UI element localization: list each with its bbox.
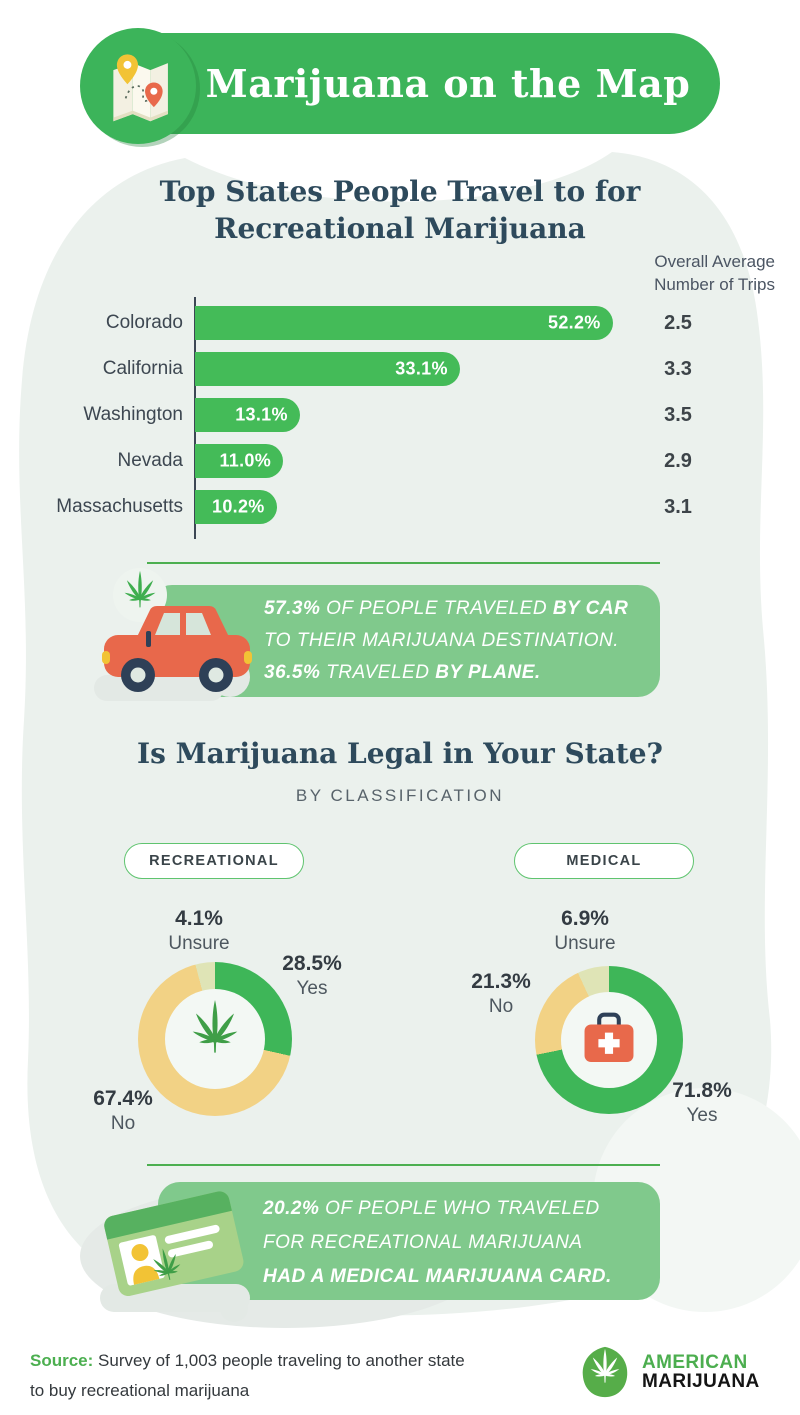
divider-line xyxy=(147,1164,660,1166)
bar-chart-axis xyxy=(194,297,196,539)
source-label: Source: xyxy=(30,1351,94,1370)
cannabis-leaf-icon xyxy=(191,999,239,1053)
bar-colorado: 52.2% xyxy=(195,306,613,340)
logo-line1: AMERICAN xyxy=(642,1352,748,1373)
donut-label-yes: 71.8% Yes xyxy=(672,1079,732,1126)
divider-line xyxy=(147,562,660,564)
medical-pill[interactable]: MEDICAL xyxy=(514,843,694,879)
bar-chart-title-line2: Recreational Marijuana xyxy=(214,212,586,245)
bar-category-label: Nevada xyxy=(117,450,184,471)
bar-row: Massachusetts 10.2% 3.1 xyxy=(0,490,800,524)
trips-value: 3.1 xyxy=(664,495,692,518)
bar-category-label: Colorado xyxy=(105,312,183,333)
trips-value: 2.5 xyxy=(664,311,692,334)
bar-nevada: 11.0% xyxy=(195,444,283,478)
donut-label-no: 67.4% No xyxy=(93,1087,153,1134)
recreational-pill[interactable]: RECREATIONAL xyxy=(124,843,304,879)
bar-washington: 13.1% xyxy=(195,398,300,432)
bar-california: 33.1% xyxy=(195,352,460,386)
map-icon xyxy=(113,54,168,122)
card-callout-text: 20.2% OF PEOPLE WHO TRAVELED FOR RECREATI… xyxy=(263,1198,612,1287)
bar-value-label: 52.2% xyxy=(548,312,601,333)
trips-value: 3.3 xyxy=(664,357,692,380)
header-icon-circle xyxy=(80,28,196,144)
page-title: Marijuana on the Map xyxy=(205,61,691,106)
legal-section-title: Is Marijuana Legal in Your State? xyxy=(137,737,663,770)
source-line1: Survey of 1,003 people traveling to anot… xyxy=(98,1351,465,1370)
donut-label-yes: 28.5% Yes xyxy=(282,952,342,999)
bar-chart-title: Top States People Travel to for Recreati… xyxy=(0,173,800,247)
bar-row: Nevada 11.0% 2.9 xyxy=(0,444,800,478)
bar-value-label: 11.0% xyxy=(219,450,271,471)
car-callout-text: 57.3% OF PEOPLE TRAVELED BY CAR TO THEIR … xyxy=(264,598,629,683)
card-callout-box xyxy=(158,1182,660,1300)
source-note: Source: Survey of 1,003 people traveling… xyxy=(30,1346,500,1406)
recreational-donut-hole xyxy=(165,989,265,1089)
first-aid-kit-icon xyxy=(584,1012,634,1063)
donut-label-no: 21.3% No xyxy=(471,970,531,1017)
bar-row: California 33.1% 3.3 xyxy=(0,352,800,386)
bar-category-label: California xyxy=(102,358,183,379)
bar-category-label: Massachusetts xyxy=(56,496,183,517)
car-icon xyxy=(94,568,252,701)
bar-value-label: 10.2% xyxy=(212,496,265,517)
bar-chart-title-line1: Top States People Travel to for xyxy=(159,175,641,208)
bar-value-label: 13.1% xyxy=(235,404,288,425)
american-marijuana-logo: AMERICAN MARIJUANA xyxy=(576,1344,760,1400)
medical-donut-chart xyxy=(535,966,683,1114)
donut-label-unsure: 6.9% Unsure xyxy=(554,907,616,954)
bar-row: Washington 13.1% 3.5 xyxy=(0,398,800,432)
donut-label-unsure: 4.1% Unsure xyxy=(168,907,230,954)
bar-massachusetts: 10.2% xyxy=(195,490,277,524)
logo-line2: MARIJUANA xyxy=(642,1371,760,1392)
logo-leaf-icon xyxy=(582,1346,628,1398)
trips-column-header: Overall Average Number of Trips xyxy=(654,252,775,294)
medical-donut-hole xyxy=(561,992,657,1088)
bar-chart: Colorado 52.2% 2.5 California 33.1% 3.3 Washin… xyxy=(0,306,800,536)
bar-row: Colorado 52.2% 2.5 xyxy=(0,306,800,340)
recreational-donut-chart xyxy=(138,962,292,1116)
legal-section-subtitle: BY CLASSIFICATION xyxy=(295,786,505,805)
trips-value: 3.5 xyxy=(664,403,692,426)
bar-category-label: Washington xyxy=(83,404,183,425)
trips-value: 2.9 xyxy=(664,449,692,472)
bar-value-label: 33.1% xyxy=(395,358,448,379)
source-line2: to buy recreational marijuana xyxy=(30,1381,250,1400)
id-card-icon xyxy=(100,1191,250,1322)
